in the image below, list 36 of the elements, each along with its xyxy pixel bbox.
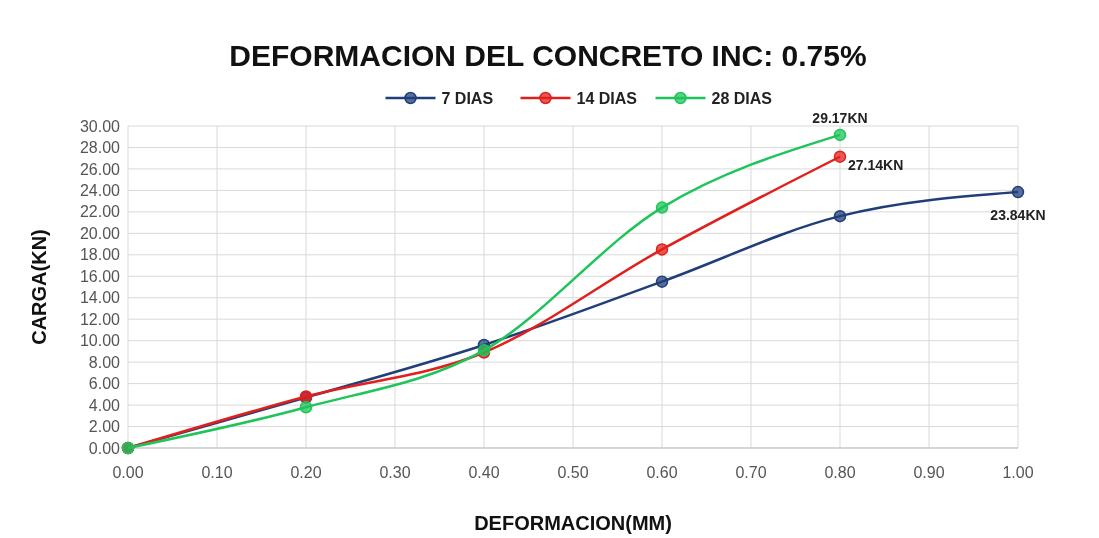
y-tick-label: 26.00	[79, 160, 121, 178]
y-tick-label: 16.00	[79, 267, 121, 285]
x-tick-label: 0.70	[735, 464, 767, 481]
legend-label: 28 DIAS	[711, 89, 773, 107]
y-tick-label: 2.00	[88, 418, 121, 436]
y-axis-title: CARGA(KN)	[28, 229, 50, 345]
y-tick-label: 8.00	[88, 353, 121, 371]
x-tick-label: 0.80	[824, 464, 856, 481]
y-tick-label: 14.00	[79, 289, 121, 307]
data-label: 29.17KN	[812, 109, 868, 126]
y-tick-label: 6.00	[88, 375, 121, 393]
y-tick-label: 18.00	[79, 246, 121, 264]
x-tick-label: 0.10	[201, 464, 233, 481]
x-tick-label: 0.20	[290, 464, 322, 481]
x-tick-label: 0.00	[112, 464, 144, 481]
x-tick-label: 0.50	[557, 464, 589, 481]
x-tick-label: 0.90	[913, 464, 945, 481]
x-tick-label: 1.00	[1002, 464, 1034, 481]
legend-label: 7 DIAS	[441, 89, 494, 107]
x-tick-label: 0.40	[468, 464, 500, 481]
x-axis-title: DEFORMACION(MM)	[474, 512, 672, 534]
legend-label: 14 DIAS	[576, 89, 638, 107]
x-tick-label: 0.30	[379, 464, 411, 481]
x-tick-label: 0.60	[646, 464, 678, 481]
y-tick-label: 24.00	[79, 182, 121, 199]
y-tick-label: 10.00	[79, 332, 121, 350]
y-tick-label: 4.00	[88, 396, 121, 414]
y-tick-label: 30.00	[79, 117, 121, 135]
y-tick-label: 22.00	[79, 203, 121, 221]
y-tick-label: 20.00	[79, 224, 121, 242]
data-label: 23.84KN	[990, 207, 1046, 224]
y-tick-label: 0.00	[88, 439, 121, 457]
data-label: 27.14KN	[848, 156, 904, 173]
y-tick-label: 28.00	[79, 139, 121, 157]
y-tick-label: 12.00	[79, 310, 121, 328]
chart-title: DEFORMACION DEL CONCRETO INC: 0.75%	[229, 39, 867, 72]
